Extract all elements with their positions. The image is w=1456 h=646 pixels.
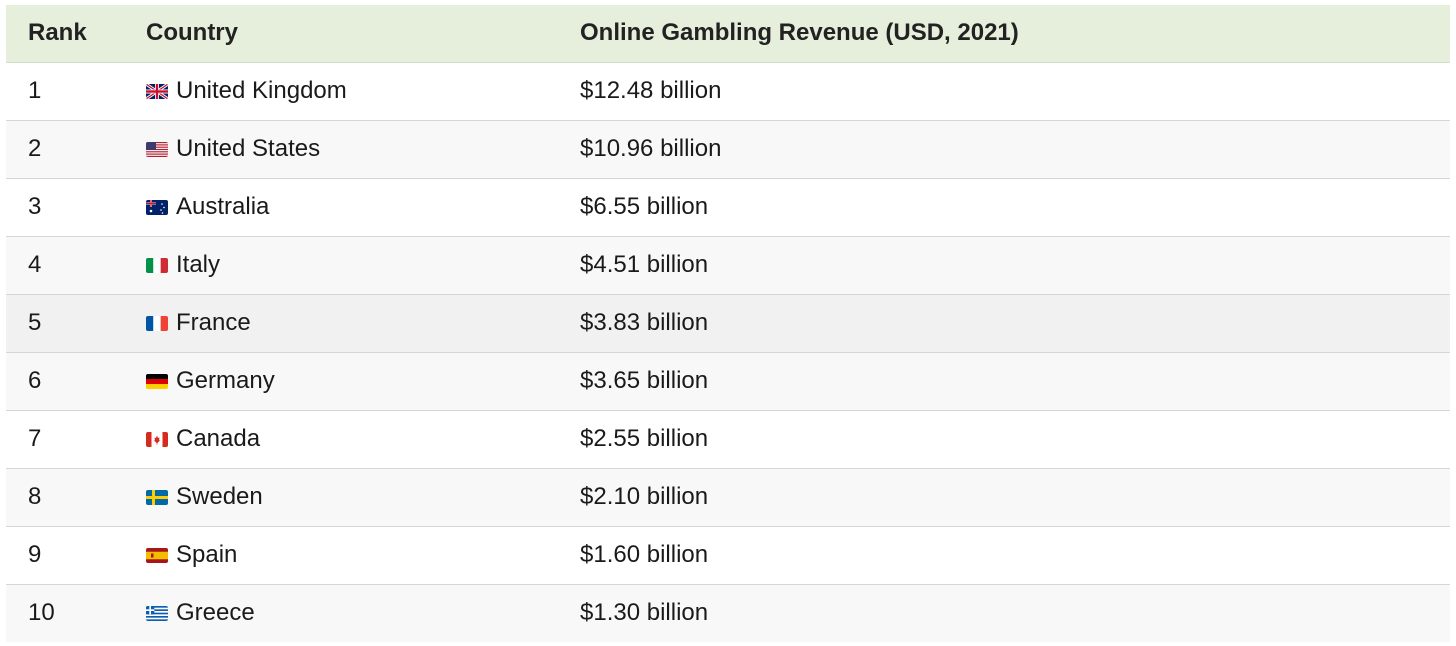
rank-cell: 9: [6, 526, 146, 585]
country-name: Australia: [176, 193, 270, 220]
revenue-cell: $6.55 billion: [580, 178, 1450, 237]
country-cell: Spain: [146, 526, 580, 585]
country-name: United States: [176, 135, 321, 162]
us-flag-icon: [146, 142, 168, 157]
table-row: 9 Spain $1.60 billion: [6, 526, 1450, 585]
table-row: 2 United States $10.96 billion: [6, 120, 1450, 179]
rank-cell: 5: [6, 294, 146, 353]
country-name: France: [176, 309, 251, 336]
country-cell: Australia: [146, 178, 580, 237]
sweden-flag-icon: [146, 490, 168, 505]
revenue-cell: $2.55 billion: [580, 410, 1450, 469]
revenue-cell: $4.51 billion: [580, 236, 1450, 295]
table-row: 5 France $3.83 billion: [6, 294, 1450, 353]
table-row: 7 Canada $2.55 billion: [6, 410, 1450, 469]
country-name: Germany: [176, 367, 275, 394]
country-cell: Italy: [146, 236, 580, 295]
header-rank[interactable]: Rank: [6, 5, 146, 63]
country-cell: Germany: [146, 352, 580, 411]
germany-flag-icon: [146, 374, 168, 389]
country-cell: Sweden: [146, 468, 580, 527]
table-row: 10 Greece $1.30 billion: [6, 584, 1450, 642]
spain-flag-icon: [146, 548, 168, 563]
rank-cell: 10: [28, 599, 55, 627]
country-cell: France: [146, 294, 580, 353]
france-flag-icon: [146, 316, 168, 331]
revenue-cell: $1.30 billion: [580, 599, 709, 627]
header-row: Rank Country Online Gambling Revenue (US…: [6, 5, 1450, 63]
country-cell: Canada: [146, 410, 580, 469]
canada-flag-icon: [146, 432, 168, 447]
country-cell: United States: [146, 120, 580, 179]
country-name: Spain: [176, 541, 238, 568]
rank-cell: 7: [6, 410, 146, 469]
uk-flag-icon: [146, 84, 168, 99]
table-row: 3 Australia $6.55 billion: [6, 178, 1450, 237]
revenue-cell: $2.10 billion: [580, 468, 1450, 527]
header-revenue[interactable]: Online Gambling Revenue (USD, 2021): [580, 5, 1450, 63]
revenue-cell: $12.48 billion: [580, 62, 1450, 121]
rank-cell: 2: [6, 120, 146, 179]
rank-cell: 8: [6, 468, 146, 527]
australia-flag-icon: [146, 200, 168, 215]
country-name: Sweden: [176, 483, 263, 510]
table-row: 6 Germany $3.65 billion: [6, 352, 1450, 411]
revenue-cell: $3.65 billion: [580, 352, 1450, 411]
revenue-cell: $1.60 billion: [580, 526, 1450, 585]
rank-cell: 4: [6, 236, 146, 295]
country-name: United Kingdom: [176, 77, 347, 104]
table-header: Rank Country Online Gambling Revenue (US…: [6, 5, 1450, 63]
country-name: Greece: [176, 599, 255, 627]
revenue-cell: $3.83 billion: [580, 294, 1450, 353]
country-name: Canada: [176, 425, 261, 452]
rank-cell: 3: [6, 178, 146, 237]
rank-cell: 6: [6, 352, 146, 411]
revenue-table: Rank Country Online Gambling Revenue (US…: [6, 5, 1450, 642]
rank-cell: 1: [6, 62, 146, 121]
country-cell: United Kingdom: [146, 62, 580, 121]
greece-flag-icon: [146, 606, 168, 622]
revenue-cell: $10.96 billion: [580, 120, 1450, 179]
italy-flag-icon: [146, 258, 168, 273]
header-country[interactable]: Country: [146, 5, 580, 63]
table-row: 4 Italy $4.51 billion: [6, 236, 1450, 295]
table-row: 1 United Kingdom $12.48 billion: [6, 62, 1450, 121]
country-cell: Greece: [146, 584, 580, 642]
revenue-table-container: Rank Country Online Gambling Revenue (US…: [6, 5, 1450, 642]
country-name: Italy: [176, 251, 221, 278]
table-row: 8 Sweden $2.10 billion: [6, 468, 1450, 527]
table-body: 1 United Kingdom $12.48 billion 2 United…: [6, 62, 1450, 642]
